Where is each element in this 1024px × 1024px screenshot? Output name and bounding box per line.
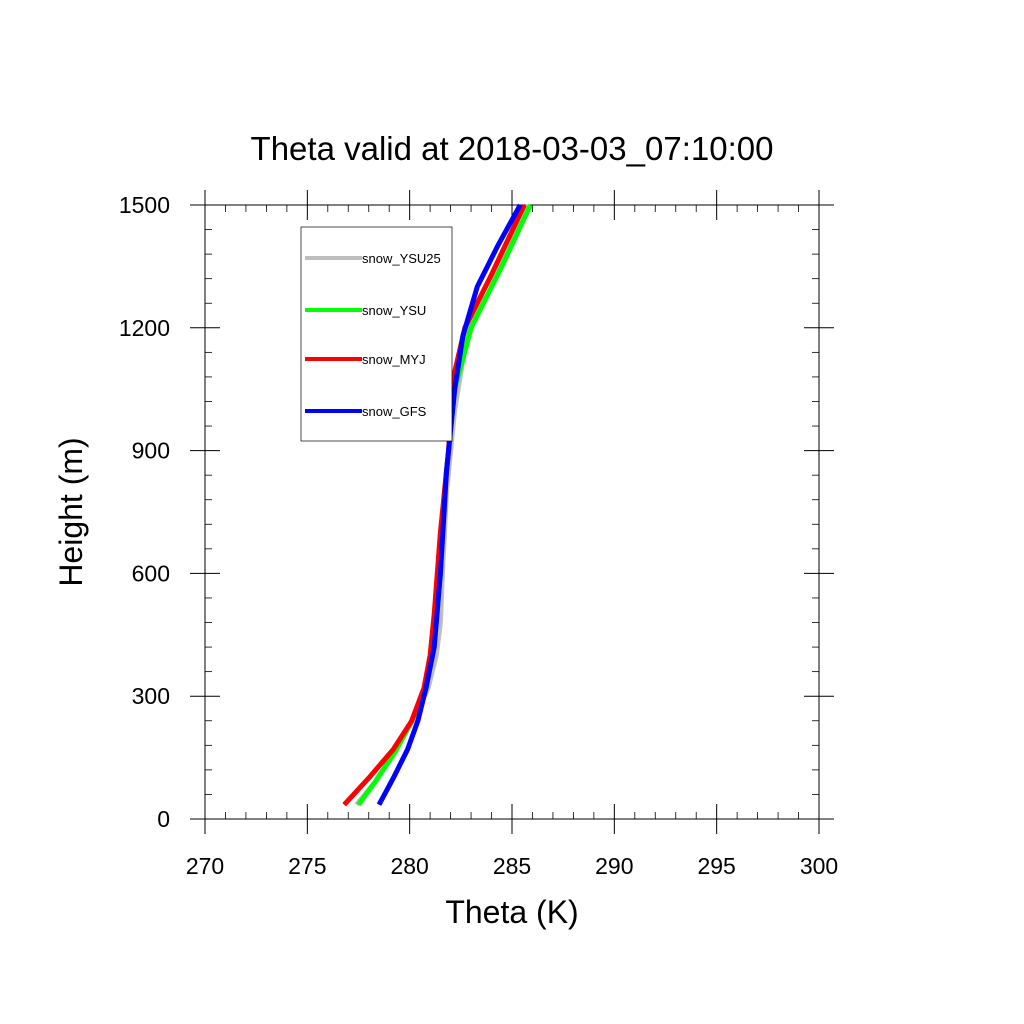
legend-label-snow_GFS: snow_GFS: [362, 404, 427, 419]
y-tick-label: 1500: [119, 192, 170, 218]
legend-items: snow_YSU25 snow_YSU snow_MYJ snow_GFS: [305, 251, 441, 419]
major-ticks: [190, 190, 834, 834]
series-lines: [342, 203, 533, 807]
y-tick-labels: 0 300 600 900 1200 1500: [119, 192, 170, 832]
legend-label-snow_MYJ: snow_MYJ: [362, 352, 426, 367]
legend-label-snow_YSU25: snow_YSU25: [362, 251, 441, 266]
legend-label-snow_YSU: snow_YSU: [362, 303, 426, 318]
y-tick-label: 900: [132, 438, 170, 464]
x-tick-labels: 270 275 280 285 290 295 300: [186, 853, 838, 879]
y-tick-label: 600: [132, 560, 170, 586]
x-tick-label: 290: [595, 853, 633, 879]
y-tick-label: 300: [132, 683, 170, 709]
x-tick-label: 280: [390, 853, 428, 879]
x-tick-label: 275: [288, 853, 326, 879]
x-axis-label: Theta (K): [445, 894, 578, 930]
x-tick-label: 295: [697, 853, 735, 879]
y-tick-label: 0: [157, 806, 170, 832]
chart-title: Theta valid at 2018-03-03_07:10:00: [251, 130, 774, 167]
x-tick-label: 270: [186, 853, 224, 879]
x-tick-label: 300: [800, 853, 838, 879]
series-line-snow_GFS: [376, 203, 523, 806]
legend-box: [300, 226, 453, 442]
y-axis-label: Height (m): [53, 437, 89, 586]
y-tick-label: 1200: [119, 315, 170, 341]
minor-ticks: [205, 205, 819, 819]
plot-frame: [204, 204, 820, 820]
legend: snow_YSU25 snow_YSU snow_MYJ snow_GFS: [300, 226, 453, 442]
x-tick-label: 285: [493, 853, 531, 879]
